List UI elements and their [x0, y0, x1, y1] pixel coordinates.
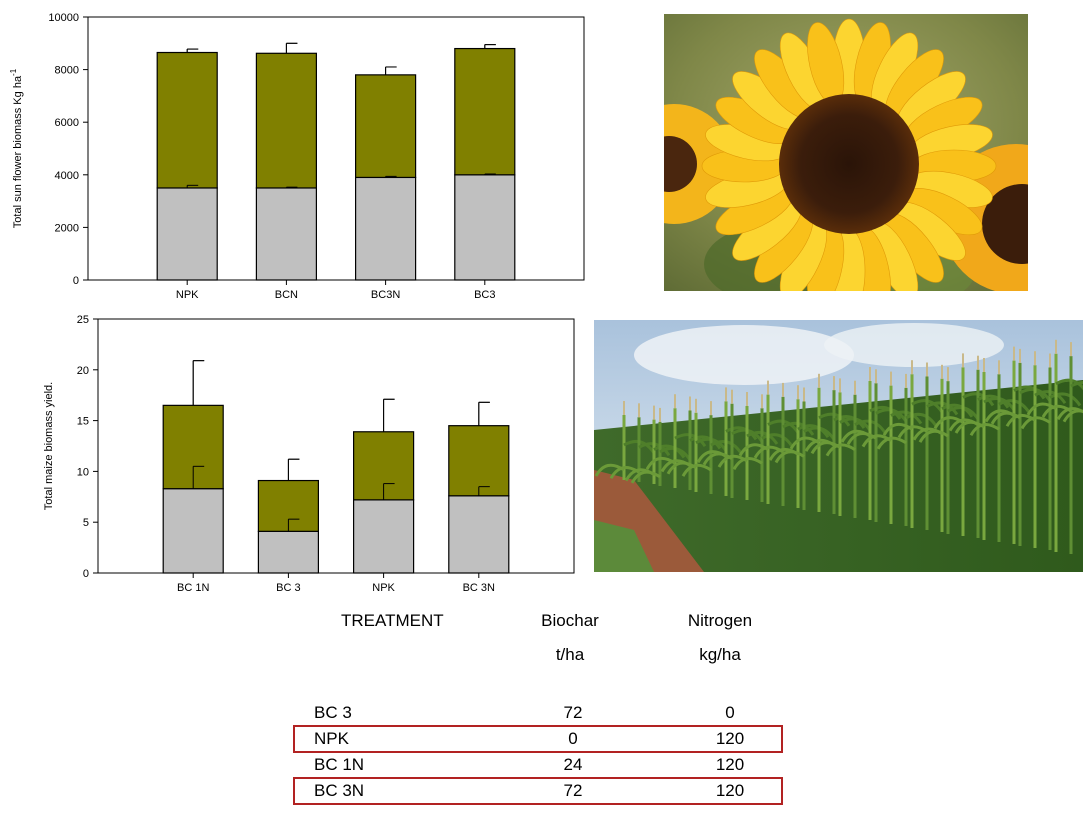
y-tick-label: 0: [83, 568, 89, 580]
corn-leaf: [905, 412, 938, 427]
table-cell-nitrogen: 120: [715, 781, 745, 800]
table-cell-nitrogen: 120: [715, 755, 745, 774]
y-axis-label: Total maize biomass yield.: [43, 382, 55, 510]
bar-segment: [255, 187, 317, 281]
bar-segment: [156, 187, 218, 281]
sunflower-photo: [664, 14, 1028, 291]
corn-leaf: [869, 405, 902, 420]
y-tick-label: 4000: [55, 170, 79, 182]
bar-segment: [255, 52, 317, 189]
corn-leaf: [1020, 416, 1051, 430]
y-tick-label: 2000: [55, 222, 79, 234]
plot-frame: [87, 16, 585, 281]
corn-leaf: [774, 450, 805, 464]
x-tick-label: NPK: [176, 289, 199, 301]
corn-leaf: [876, 436, 907, 450]
corn-leaf: [833, 415, 866, 429]
corn-leaf: [1049, 392, 1082, 407]
table-cell-nitrogen: 0: [725, 703, 735, 722]
corn-leaf: [689, 435, 722, 450]
table-header-biochar-unit: t/ha: [555, 645, 585, 664]
table-cell-biochar: 72: [563, 703, 583, 722]
y-tick-label: 25: [77, 314, 89, 326]
x-tick-label: BCN: [275, 289, 298, 301]
corn-leaf: [1062, 409, 1083, 423]
corn-leaf: [630, 470, 661, 484]
corn-leaf: [969, 423, 1000, 437]
highlight-box: [293, 777, 783, 805]
y-tick-label: 0: [73, 275, 79, 287]
bar-segment: [448, 495, 510, 574]
corn-leaf: [1056, 407, 1083, 421]
corn-leaf: [1070, 381, 1083, 388]
bar-segment: [156, 51, 218, 189]
x-tick-label: BC 3N: [463, 582, 495, 594]
corn-leaf: [653, 444, 686, 459]
table-cell-biochar: 72: [563, 781, 583, 800]
table-header-treatment: TREATMENT: [341, 611, 444, 630]
table-cell-treatment: NPK: [314, 729, 349, 748]
corn-leaf: [941, 403, 974, 418]
maize-biomass-chart: 0 5 10 15 20 25 BC 1N BC 3 NPK BC 3N Total maize b…: [43, 314, 575, 594]
x-tick-label: BC 1N: [177, 582, 209, 594]
table-cell-treatment: BC 1N: [314, 755, 365, 774]
bar-segment: [454, 174, 516, 281]
table-cell-treatment: BC 3N: [314, 781, 365, 800]
y-axis-label: Total sun flower biomass Kg ha-1: [9, 68, 24, 228]
corn-leaf: [825, 443, 856, 457]
highlight-box: [293, 725, 783, 753]
bar-segment: [355, 74, 417, 179]
y-tick-label: 10: [77, 466, 89, 478]
x-tick-label: BC 3: [276, 582, 300, 594]
plot-frame: [97, 318, 575, 574]
y-tick-label: 15: [77, 416, 89, 428]
table-cell-nitrogen: 120: [715, 729, 745, 748]
corn-leaf: [1013, 385, 1046, 400]
table-cell-biochar: 0: [568, 729, 578, 748]
corn-leaf: [732, 457, 763, 471]
corn-leaf: [761, 433, 794, 448]
corn-leaf: [797, 424, 830, 439]
bar-segment: [162, 488, 224, 574]
maize-field-photo: [594, 320, 1083, 572]
bar-segment: [257, 530, 319, 574]
corn-leaf: [918, 429, 949, 443]
y-tick-label: 10000: [48, 12, 79, 24]
y-tick-label: 8000: [55, 65, 79, 77]
table-header-nitrogen: Nitrogen: [687, 611, 753, 630]
x-tick-label: BC3N: [371, 289, 400, 301]
x-tick-label: NPK: [372, 582, 395, 594]
y-tick-label: 20: [77, 365, 89, 377]
y-tick-label: 5: [83, 517, 89, 529]
y-axis-label-superscript: -1: [9, 68, 18, 76]
table-header-nitrogen-unit: kg/ha: [699, 645, 741, 664]
corn-leaf: [725, 426, 758, 441]
bar-segment: [454, 47, 516, 176]
bar-segment: [448, 425, 510, 497]
table-cell-treatment: BC 3: [314, 703, 352, 722]
sunflower-biomass-chart: 0 2000 4000 6000 8000 10000 NPK BCN BC3N BC3 Total…: [9, 12, 585, 301]
bar-segment: [257, 479, 319, 532]
bar-segment: [353, 499, 415, 574]
y-tick-label: 6000: [55, 117, 79, 129]
corn-leaf: [977, 394, 1010, 409]
x-tick-label: BC3: [474, 289, 495, 301]
bar-segment: [355, 176, 417, 281]
corn-leaf: [681, 463, 712, 477]
table-cell-biochar: 24: [563, 755, 583, 774]
table-header-biochar: Biochar: [541, 611, 599, 630]
